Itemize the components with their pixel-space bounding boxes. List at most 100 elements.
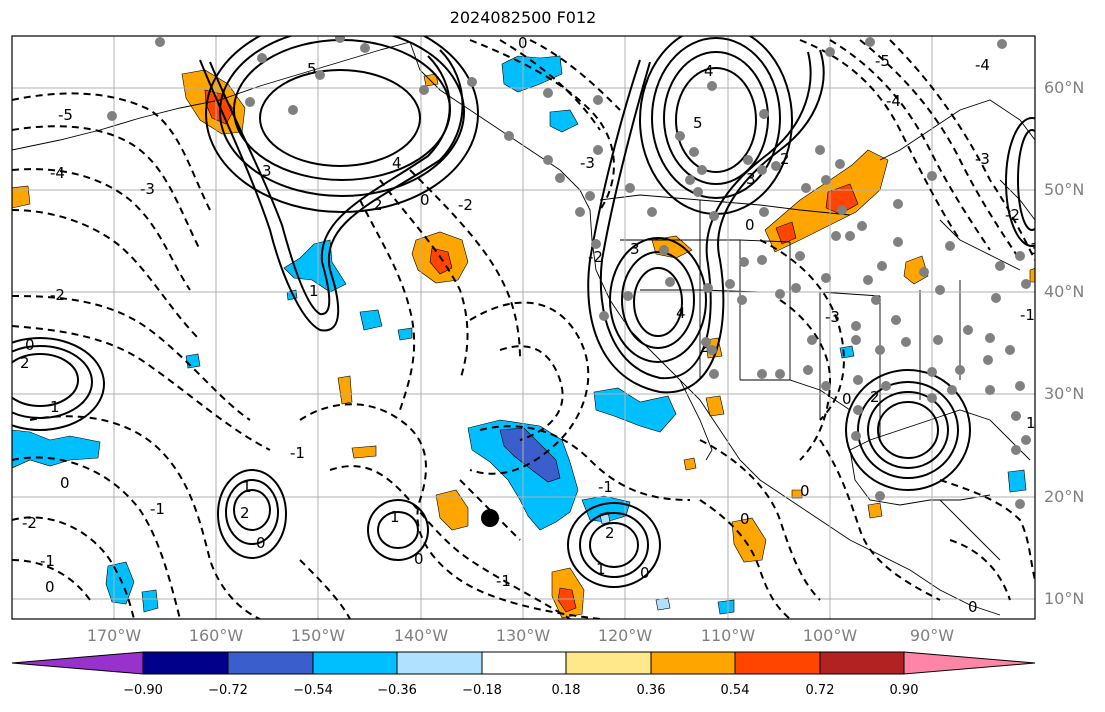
contour-label: -2 bbox=[458, 196, 473, 214]
storm-marker bbox=[481, 509, 499, 527]
contour-label: 3 bbox=[1030, 240, 1040, 258]
shade-positive bbox=[1029, 268, 1035, 283]
colorbar-cell bbox=[481, 651, 567, 675]
colorbar bbox=[11, 651, 1036, 675]
shade-positive bbox=[683, 457, 697, 471]
contour-label: -4 bbox=[886, 92, 901, 110]
colorbar-cell bbox=[650, 651, 736, 675]
contour-label: -2 bbox=[22, 514, 37, 532]
colorbar-cell bbox=[734, 651, 821, 675]
colorbar-tick-label: −0.72 bbox=[208, 683, 248, 698]
colorbar-tick-label: 0.36 bbox=[636, 683, 666, 698]
contour-label: 1 bbox=[50, 398, 60, 416]
contour-label: 1 bbox=[309, 282, 319, 300]
contour-label: -3 bbox=[580, 154, 595, 172]
contour-label: 3 bbox=[630, 240, 640, 258]
lat-label: 50°N bbox=[1044, 180, 1085, 199]
shade-negative bbox=[717, 599, 735, 615]
shade-positive bbox=[337, 375, 353, 405]
lat-label: 40°N bbox=[1044, 282, 1085, 301]
contour-label: -1 bbox=[40, 552, 55, 570]
contour-label: 0 bbox=[45, 578, 55, 596]
lat-label: 20°N bbox=[1044, 487, 1085, 506]
contour-label: -1 bbox=[290, 444, 305, 462]
lat-label: 10°N bbox=[1044, 589, 1085, 608]
contour-label: -1 bbox=[1020, 306, 1035, 324]
contour-label: -1 bbox=[496, 572, 511, 590]
lat-label: 30°N bbox=[1044, 384, 1085, 403]
contour-label: 1 bbox=[596, 560, 606, 578]
shade-positive bbox=[775, 221, 797, 245]
contour-label: 0 bbox=[25, 336, 35, 354]
contour-label: -4 bbox=[975, 56, 990, 74]
shade-negative bbox=[839, 345, 855, 359]
shade-positive bbox=[731, 517, 767, 563]
colorbar-cell bbox=[396, 651, 483, 675]
contour-labels: 5 4 3 2 1 0 -1 -2 -3 -4 -5 5 4 3 2 3 4 0… bbox=[20, 36, 1040, 616]
shade-negative bbox=[655, 597, 671, 611]
contour-label: 0 bbox=[256, 534, 266, 552]
colorbar-cell bbox=[565, 651, 652, 675]
contour-label: 0 bbox=[414, 550, 424, 568]
contour-label: 3 bbox=[746, 170, 756, 188]
contour-label: -1 bbox=[150, 500, 165, 518]
lon-label: 150°W bbox=[290, 626, 346, 645]
contour-label: 2 bbox=[780, 150, 790, 168]
contour-label: 0 bbox=[968, 598, 978, 616]
contour-label: 0 bbox=[800, 482, 810, 500]
colorbar-tick-label: −0.90 bbox=[123, 683, 163, 698]
colorbar-tick-label: 0.90 bbox=[889, 683, 919, 698]
colorbar-tick-label: −0.54 bbox=[293, 683, 333, 698]
contour-label: 0 bbox=[745, 216, 755, 234]
shade-positive bbox=[705, 395, 725, 417]
colorbar-tick-label: 0.54 bbox=[720, 683, 750, 698]
contour-label: 4 bbox=[392, 154, 402, 172]
lon-label: 120°W bbox=[597, 626, 653, 645]
contour-label: 5 bbox=[307, 60, 317, 78]
shade-negative bbox=[397, 327, 413, 341]
contour-label: 4 bbox=[676, 304, 686, 322]
contour-label: 2 bbox=[373, 196, 383, 214]
contour-label: -2 bbox=[50, 286, 65, 304]
dashed-contours bbox=[12, 39, 1035, 619]
shade-positive bbox=[557, 587, 577, 613]
colorbar-tick-label: −0.36 bbox=[377, 683, 417, 698]
contour-label: 2 bbox=[240, 504, 250, 522]
colorbar-tick-label: 0.72 bbox=[805, 683, 835, 698]
contour-label: -2 bbox=[1005, 206, 1020, 224]
contour-label: 1 bbox=[242, 478, 252, 496]
contour-label: 3 bbox=[262, 162, 272, 180]
contour-label: 1 bbox=[390, 508, 400, 526]
contour-label: 4 bbox=[704, 62, 714, 80]
contour-label: 0 bbox=[640, 564, 650, 582]
contour-label: 2 bbox=[605, 524, 615, 542]
solid-contours bbox=[12, 36, 1035, 588]
colorbar-tick-label: −0.18 bbox=[462, 683, 502, 698]
plot-title: 2024082500 F012 bbox=[449, 8, 597, 27]
contour-label: 2 bbox=[700, 338, 710, 356]
contour-label: -3 bbox=[825, 308, 840, 326]
lon-label: 90°W bbox=[909, 626, 955, 645]
grid-lines bbox=[12, 36, 1035, 619]
lon-label: 140°W bbox=[393, 626, 449, 645]
colorbar-cell bbox=[312, 651, 398, 675]
contour-label: 0 bbox=[420, 191, 430, 209]
shade-negative bbox=[283, 239, 347, 293]
lon-label: 100°W bbox=[802, 626, 858, 645]
lon-label: 160°W bbox=[188, 626, 244, 645]
colorbar-extend-low bbox=[11, 651, 144, 675]
contour-label: 5 bbox=[693, 114, 703, 132]
contour-label: 0 bbox=[740, 510, 750, 528]
shade-negative bbox=[141, 589, 159, 613]
contour-label: -3 bbox=[975, 150, 990, 168]
contour-label: 0 bbox=[60, 474, 70, 492]
colorbar-tick-label: 0.18 bbox=[551, 683, 581, 698]
shade-negative bbox=[593, 387, 677, 433]
shade-positive bbox=[351, 445, 377, 459]
shade-negative bbox=[549, 109, 579, 133]
station-dots bbox=[107, 36, 1031, 509]
lon-label: 130°W bbox=[495, 626, 551, 645]
colorbar-cell bbox=[142, 651, 229, 675]
shade-positive bbox=[435, 489, 469, 531]
